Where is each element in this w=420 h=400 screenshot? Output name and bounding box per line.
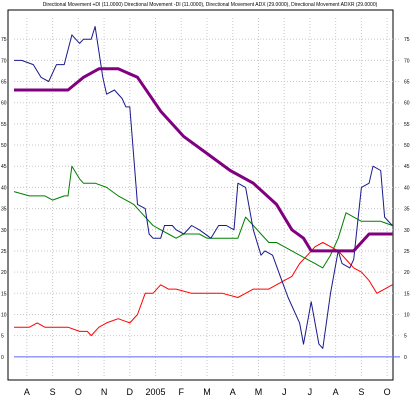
x-tick-label: F [179,387,185,397]
y-tick-label-left: 65 [1,80,7,86]
y-tick-label-left: 5 [1,334,4,340]
y-tick-label-right: 30 [404,228,410,234]
x-tick-label: S [358,387,364,397]
y-tick-label-right: 70 [404,58,410,64]
series-line-blue [14,26,393,349]
x-tick-label: J [282,387,287,397]
y-tick-label-left: 0 [1,355,4,361]
x-tick-label: A [24,387,30,397]
y-tick-label-right: 55 [404,122,410,128]
y-tick-label-left: 30 [1,228,7,234]
x-tick-label: A [230,387,236,397]
x-tick-label: D [127,387,134,397]
y-tick-label-left: 50 [1,143,7,149]
chart-title: Directional Movement +DI (11.0000) Direc… [43,2,378,8]
plot-frame [7,9,394,381]
y-axis-right: 0 5 10 15 20 25 30 35 40 45 50 55 60 65 70 75 [404,37,410,361]
y-tick-label-left: 40 [1,185,7,191]
y-tick-label-right: 0 [404,355,407,361]
x-tick-label: M [255,387,263,397]
y-tick-label-right: 25 [404,249,410,255]
gridlines [14,18,400,378]
x-tick-label: J [308,387,313,397]
x-tick-label: A [333,387,339,397]
y-tick-label-right: 60 [404,101,410,107]
y-tick-label-left: 15 [1,291,7,297]
y-tick-label-right: 75 [404,37,410,43]
y-tick-label-left: 60 [1,101,7,107]
y-tick-label-right: 45 [404,164,410,170]
y-tick-label-left: 45 [1,164,7,170]
y-tick-label-left: 25 [1,249,7,255]
y-tick-label-left: 70 [1,58,7,64]
y-tick-label-left: 10 [1,312,7,318]
y-tick-label-left: 55 [1,122,7,128]
series-lines [13,26,393,349]
x-tick-label: 2005 [146,387,166,397]
y-tick-label-left: 35 [1,207,7,213]
y-tick-label-right: 65 [404,80,410,86]
x-tick-label: N [101,387,108,397]
x-tick-label: O [384,387,391,397]
y-tick-label-right: 40 [404,185,410,191]
x-axis: A S O N D 2005 F M A M J J A S O [24,387,391,397]
y-tick-label-right: 5 [404,334,407,340]
x-tick-label: S [50,387,56,397]
y-axis-left: 0 5 10 15 20 25 30 35 40 45 50 55 60 65 70 75 [1,37,7,361]
y-tick-label-left: 75 [1,37,7,43]
y-tick-label-left: 20 [1,270,7,276]
y-tick-label-right: 10 [404,312,410,318]
y-tick-label-right: 20 [404,270,410,276]
y-tick-label-right: 35 [404,207,410,213]
x-tick-label: M [203,387,211,397]
y-tick-label-right: 15 [404,291,410,297]
x-tick-label: O [75,387,82,397]
series-line-purple [14,67,393,253]
y-tick-label-right: 50 [404,143,410,149]
